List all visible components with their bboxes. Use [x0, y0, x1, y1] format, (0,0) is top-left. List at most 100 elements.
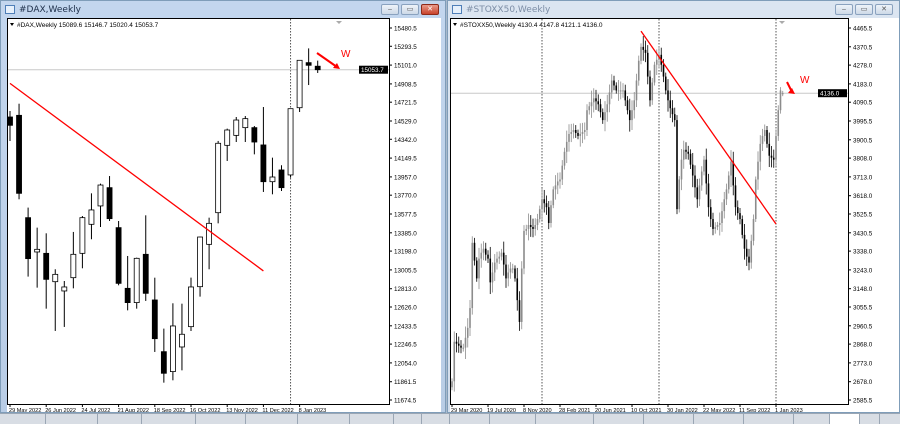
candle-body [491, 272, 494, 283]
candle [624, 84, 627, 107]
candle [678, 176, 681, 213]
dax-chart-area[interactable]: #DAX,Weekly 15089.6 15146.7 15020.4 1505… [7, 18, 441, 414]
x-tick-label: 13 Nov 2022 [226, 408, 258, 412]
candle [604, 101, 606, 132]
candle [761, 128, 764, 151]
x-tick-label: 1 Jan 2023 [775, 408, 803, 412]
candle-body [242, 118, 249, 129]
chart-tab[interactable] [46, 414, 98, 424]
chart-tab[interactable] [744, 414, 794, 424]
chart-tab[interactable] [142, 414, 196, 424]
candle-body [305, 62, 312, 66]
y-tick-label: 11861.5 [394, 379, 417, 386]
candle-body [624, 90, 627, 101]
candle [709, 199, 712, 227]
chart-tab[interactable] [0, 414, 46, 424]
candle [466, 318, 469, 348]
chart-tab[interactable] [98, 414, 142, 424]
chart-tab[interactable] [450, 414, 490, 424]
minimize-button[interactable]: ‒ [381, 4, 399, 15]
chart-tab[interactable] [196, 414, 246, 424]
candle-body [471, 242, 474, 309]
dax-candlestick-chart[interactable]: #DAX,Weekly 15089.6 15146.7 15020.4 1505… [7, 18, 441, 414]
candle-body [768, 143, 771, 156]
candle [489, 246, 492, 295]
candle-body [563, 151, 566, 166]
candle-body [734, 185, 737, 208]
chart-tab[interactable] [298, 414, 350, 424]
chart-tab[interactable] [830, 414, 860, 424]
candle [597, 94, 600, 112]
candle [509, 262, 512, 279]
arrow-down-right-icon [788, 88, 795, 94]
x-tick-label: 10 Oct 2021 [631, 408, 661, 412]
candle-body [590, 102, 593, 107]
candle [188, 277, 194, 331]
chart-tab[interactable] [860, 414, 880, 424]
candle-body [770, 155, 773, 158]
stoxx50-chart-window[interactable]: #STOXX50,Weekly ‒ ▭ ✕ #STOXX50,Weekly 41… [447, 0, 900, 414]
candle-body [106, 187, 113, 220]
chart-tab[interactable] [246, 414, 298, 424]
candle-body [473, 242, 476, 261]
chart-tab[interactable] [536, 414, 594, 424]
candle [471, 236, 474, 315]
candle [484, 242, 487, 261]
x-tick-label: 29 May 2022 [9, 408, 41, 412]
stoxx50-chart-area[interactable]: #STOXX50,Weekly 4130.4 4147.8 4121.1 413… [450, 18, 899, 414]
candle-body [599, 104, 602, 113]
dax-chart-window[interactable]: #DAX,Weekly ‒ ▭ ✕ #DAX,Weekly 15089.6 15… [0, 0, 446, 414]
candle [287, 108, 294, 178]
candle [644, 40, 647, 63]
candle-body [626, 100, 629, 111]
candle-body [644, 49, 647, 53]
candle [70, 231, 77, 289]
candle [689, 149, 692, 169]
candle [464, 326, 467, 359]
chart-tab[interactable] [694, 414, 744, 424]
candle-body [581, 131, 584, 134]
candle [561, 160, 564, 186]
chart-tab[interactable] [594, 414, 644, 424]
candle-body [741, 219, 744, 235]
candle-body [671, 108, 674, 115]
y-tick-label: 12626.0 [394, 305, 417, 312]
chart-tab[interactable] [394, 414, 422, 424]
candle [768, 132, 771, 168]
stoxx50-candlestick-chart[interactable]: #STOXX50,Weekly 4130.4 4147.8 4121.1 413… [450, 18, 899, 414]
candle [455, 333, 458, 353]
candle [739, 207, 741, 225]
candle [682, 140, 685, 169]
candle [617, 79, 620, 101]
dax-title-bar[interactable]: #DAX,Weekly ‒ ▭ ✕ [1, 1, 445, 18]
maximize-button[interactable]: ▭ [855, 4, 873, 15]
close-button[interactable]: ✕ [421, 4, 439, 15]
chart-tab[interactable] [350, 414, 394, 424]
chart-tab[interactable] [644, 414, 694, 424]
candle [608, 84, 611, 113]
candle [496, 251, 498, 270]
minimize-button[interactable]: ‒ [835, 4, 853, 15]
candle [547, 201, 550, 230]
y-tick-label: 13577.5 [394, 212, 417, 219]
close-button[interactable]: ✕ [875, 4, 893, 15]
candle-body [482, 248, 485, 253]
candle [781, 90, 784, 97]
candle [649, 70, 651, 107]
candle [694, 165, 696, 198]
chart-tab[interactable] [490, 414, 536, 424]
candle-body [525, 228, 528, 231]
chart-tab[interactable] [794, 414, 830, 424]
stoxx50-title-bar[interactable]: #STOXX50,Weekly ‒ ▭ ✕ [448, 1, 899, 18]
candle [462, 343, 465, 352]
x-tick-label: 8 Jan 2023 [299, 408, 327, 412]
chart-tab[interactable] [422, 414, 450, 424]
maximize-button[interactable]: ▭ [401, 4, 419, 15]
candle-body [502, 252, 505, 265]
candle-body [716, 224, 719, 227]
candle [671, 100, 674, 123]
candle [34, 227, 41, 288]
candle [757, 151, 759, 190]
candle-body [451, 381, 453, 388]
candle-body [635, 80, 638, 101]
